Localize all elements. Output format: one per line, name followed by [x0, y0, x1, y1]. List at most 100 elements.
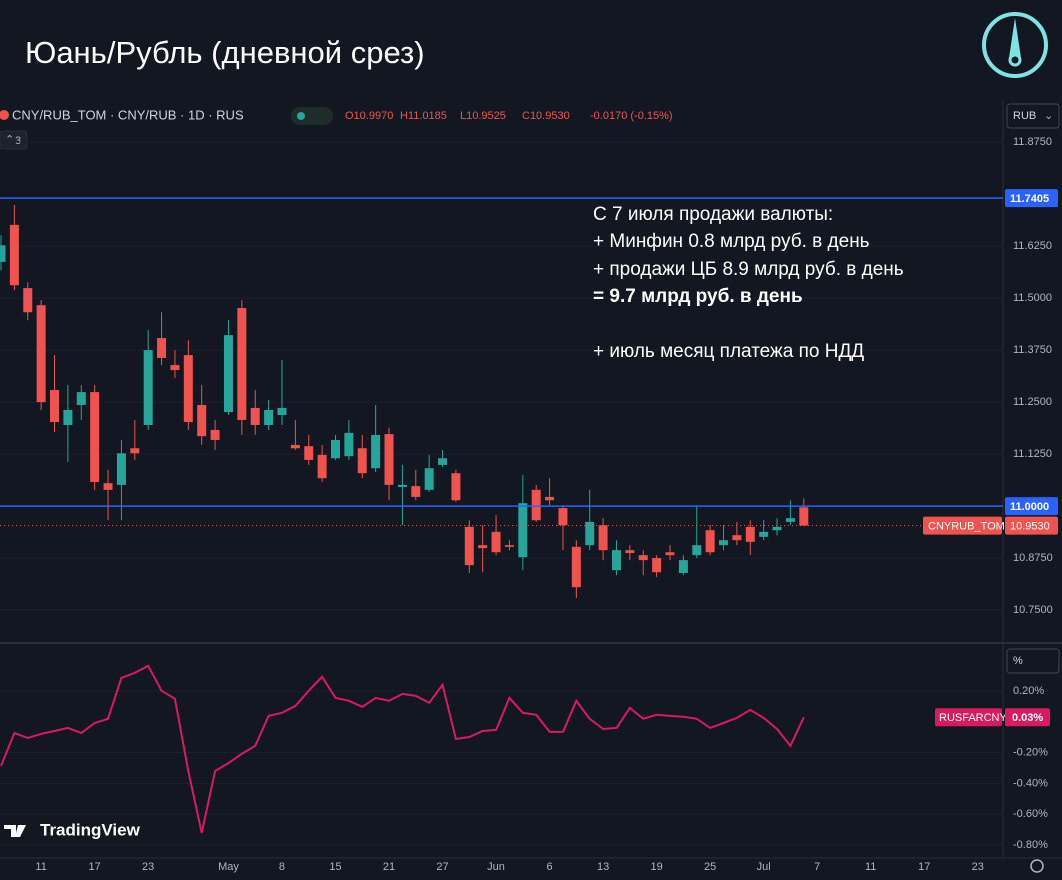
unit-select[interactable]	[1006, 648, 1060, 674]
candle-body	[799, 507, 809, 526]
settings-button[interactable]	[1030, 859, 1044, 873]
candle-body	[598, 525, 608, 551]
annotation-line: + июль месяц платежа по НДД	[593, 341, 864, 362]
candle-body	[464, 526, 474, 566]
candle-body	[223, 335, 233, 413]
series-name: RUSFARCNY	[939, 712, 1008, 724]
candle-body	[558, 508, 568, 526]
x-tick-label: Jul	[757, 861, 771, 873]
series-last-box	[1005, 708, 1050, 727]
y-tick-label: 11.1250	[1013, 448, 1052, 460]
series-name-box	[935, 708, 1002, 727]
candle-body	[665, 552, 675, 556]
candle-body	[611, 550, 621, 571]
annotation-line: + Минфин 0.8 млрд руб. в день	[593, 231, 870, 252]
x-tick-label: 17	[89, 861, 101, 873]
x-tick-label: Jun	[487, 861, 505, 873]
candle-body	[103, 483, 113, 490]
candle-body	[785, 518, 795, 522]
candle-body	[772, 526, 782, 531]
indicator-unit: %	[1013, 655, 1023, 667]
candle-body	[210, 429, 220, 440]
hline-label-box	[1005, 497, 1058, 516]
candle-body	[692, 545, 702, 556]
candle-body	[451, 473, 461, 501]
candle-body	[478, 545, 488, 549]
candle-body	[625, 550, 635, 554]
y-tick-label: -0.80%	[1013, 839, 1048, 851]
candle-body	[116, 453, 126, 485]
symbol-icon	[0, 110, 9, 120]
ohlc-legend: H11.0185	[400, 110, 447, 122]
status-badge[interactable]	[291, 107, 333, 125]
candle-body	[277, 407, 287, 415]
candle-body	[638, 555, 648, 561]
candle-body	[384, 434, 394, 485]
x-tick-label: 25	[704, 861, 716, 873]
y-tick-label: 11.6250	[1013, 240, 1052, 252]
candle-body	[571, 546, 581, 588]
candle-body	[705, 530, 715, 553]
candle-body	[23, 288, 33, 313]
x-tick-label: 17	[918, 861, 930, 873]
candle-body	[250, 407, 260, 425]
candle-body	[424, 468, 434, 490]
indicator-line	[0, 664, 805, 834]
last-name-box	[923, 516, 1002, 535]
last-price-box	[1005, 516, 1058, 535]
candle-body	[50, 390, 60, 423]
candle-body	[504, 545, 514, 547]
ohlc-legend: L10.9525	[460, 110, 506, 122]
x-tick-label: 27	[436, 861, 448, 873]
annotation-line: + продажи ЦБ 8.9 млрд руб. в день	[593, 259, 904, 280]
candle-body	[304, 446, 314, 460]
currency-select[interactable]	[1006, 103, 1060, 129]
candle-body	[63, 409, 73, 425]
x-tick-label: 15	[329, 861, 341, 873]
candle-body	[732, 535, 742, 541]
candle-body	[157, 338, 167, 359]
y-tick-label: 11.2500	[1013, 396, 1052, 408]
y-tick-label: 11.8750	[1013, 136, 1052, 148]
last-name: CNYRUB_TOM	[928, 521, 1005, 533]
x-tick-label: 11	[35, 861, 46, 873]
x-tick-label: 11	[865, 861, 876, 873]
ohlc-legend: C10.9530	[522, 110, 570, 122]
candle-body	[719, 540, 729, 546]
candle-body	[331, 439, 340, 459]
indicators-arrow: ⌃	[5, 134, 14, 146]
candle-body	[36, 305, 46, 403]
hline-label-box	[1005, 189, 1058, 208]
annotation-line: = 9.7 млрд руб. в день	[593, 286, 803, 307]
y-tick-label: 0.20%	[1013, 685, 1044, 697]
x-tick-label: 23	[142, 861, 154, 873]
x-tick-label: 7	[814, 861, 820, 873]
ohlc-legend: -0.0170 (-0.15%)	[590, 110, 673, 122]
candle-body	[652, 558, 662, 573]
currency-arrow: ⌄	[1044, 110, 1053, 122]
indicators-toggle[interactable]	[0, 130, 28, 150]
candle-body	[678, 560, 688, 574]
candle-body	[197, 405, 207, 437]
candle-body	[397, 484, 407, 487]
candle-body	[90, 392, 100, 482]
candle-body	[759, 531, 769, 537]
series-last-label: 0.03%	[1012, 712, 1043, 724]
y-tick-label: -0.60%	[1013, 808, 1048, 820]
candle-body	[745, 526, 755, 542]
x-tick-label: 8	[279, 861, 285, 873]
candle-body	[371, 434, 381, 469]
y-tick-label: -0.20%	[1013, 747, 1048, 759]
brand: TradingView	[40, 820, 141, 839]
x-tick-label: 13	[597, 861, 609, 873]
ohlc-legend: O10.9970	[345, 110, 393, 122]
indicator-count: 3	[15, 135, 21, 147]
symbol-title: CNY/RUB_TOM · CNY/RUB · 1D · RUS	[12, 107, 244, 122]
candle-body	[411, 486, 421, 497]
last-price-label: 10.9530	[1010, 521, 1050, 533]
page-title: Юань/Рубль (дневной срез)	[25, 35, 425, 70]
annotation-line: С 7 июля продажи валюты:	[593, 204, 833, 225]
candle-body	[143, 350, 153, 425]
candle-body	[518, 503, 528, 558]
